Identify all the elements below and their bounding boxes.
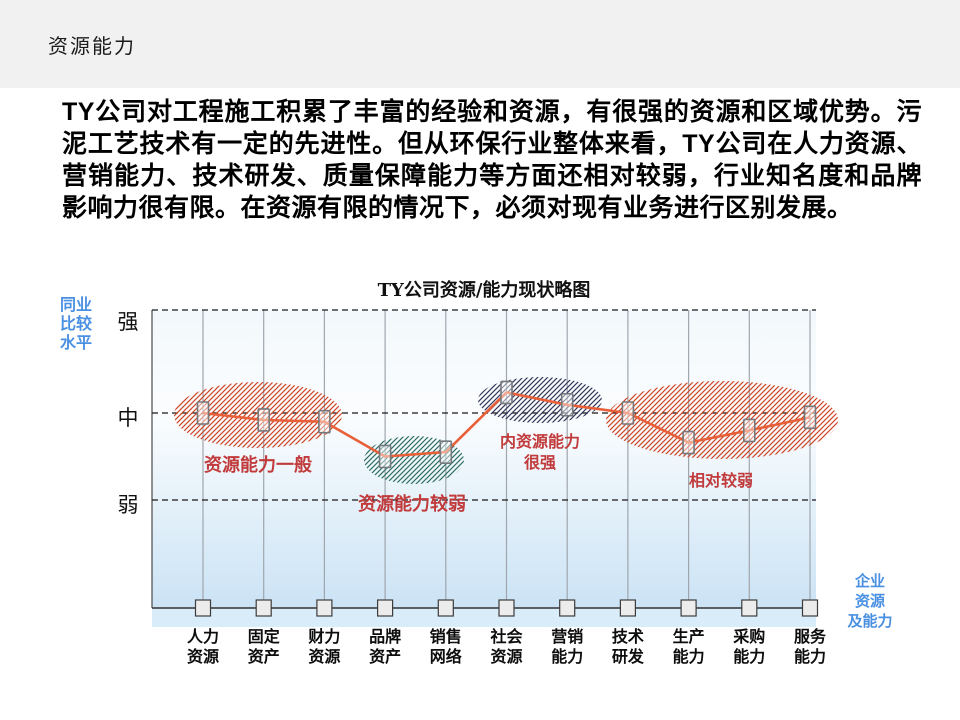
category-label: 销售网络 (430, 627, 462, 666)
data-point-marker (621, 401, 635, 425)
axis-base-squares (194, 599, 819, 617)
axis-base-square (498, 599, 515, 617)
data-point-markers (196, 380, 817, 469)
annotation-ellipses (174, 377, 838, 484)
data-point-marker (439, 440, 453, 464)
axis-base-square (680, 599, 697, 617)
category-label: 营销能力 (551, 627, 583, 666)
chart-line (202, 391, 811, 458)
category-label: 技术研发 (612, 627, 645, 666)
gridlines (202, 310, 811, 600)
axis-base-square (619, 599, 637, 617)
category-labels: 人力资源固定资产财力资源品牌资产销售网络社会资源营销能力技术研发生产能力采购能力… (187, 627, 827, 666)
data-point-marker (682, 430, 695, 455)
annotation-label: 资源能力较弱 (358, 493, 466, 514)
axis-base-square (801, 599, 819, 617)
data-point-marker (378, 444, 392, 469)
axis-base-square (559, 599, 576, 617)
data-point-marker (500, 380, 513, 405)
data-point-marker (742, 418, 756, 443)
chart-title: TY公司资源/能力现状略图 (377, 280, 591, 301)
axis-base-square (741, 599, 758, 617)
annotation-ellipse (606, 381, 838, 459)
category-label: 人力资源 (187, 627, 219, 666)
axis-base-square (255, 599, 272, 617)
data-point-marker (196, 401, 210, 425)
category-label: 财力资源 (307, 627, 340, 666)
data-point-marker (803, 405, 817, 430)
summary-paragraph: TY公司对工程施工积累了丰富的经验和资源，有很强的资源和区域优势。污泥工艺技术有… (62, 98, 922, 222)
annotation-ellipse (364, 436, 464, 484)
y-tick-weak: 弱 (117, 494, 139, 517)
reference-lines (152, 309, 816, 501)
x-axis-label: 企业 资源 及能力 (847, 573, 893, 630)
y-tick-medium: 中 (117, 407, 139, 430)
slide-title: 资源能力 (48, 34, 136, 58)
category-label: 社会资源 (489, 627, 522, 666)
annotation-label: 内资源能力很强 (500, 432, 580, 472)
data-point-marker (257, 408, 271, 432)
category-label: 生产能力 (673, 627, 705, 666)
annotation-ellipse (174, 382, 342, 448)
plot-area (152, 310, 816, 608)
axis-base-square (377, 599, 394, 617)
annotation-ellipse (478, 377, 602, 423)
axis-base-square (194, 599, 212, 617)
category-label: 品牌资产 (369, 627, 401, 666)
data-point-marker (560, 392, 574, 417)
category-label: 固定资产 (248, 627, 280, 666)
axis-base-square (437, 599, 454, 617)
data-point-marker (318, 409, 331, 434)
annotation-label: 资源能力一般 (204, 454, 312, 475)
category-label: 服务能力 (794, 627, 827, 666)
y-axis-label: 同业 比较 水平 (60, 297, 93, 352)
y-tick-strong: 强 (117, 311, 139, 334)
axis-base-square (316, 599, 333, 617)
annotation-label: 相对较弱 (689, 471, 753, 490)
category-label: 采购能力 (732, 627, 765, 666)
title-band (0, 0, 960, 88)
plot-base-strip (152, 608, 816, 627)
